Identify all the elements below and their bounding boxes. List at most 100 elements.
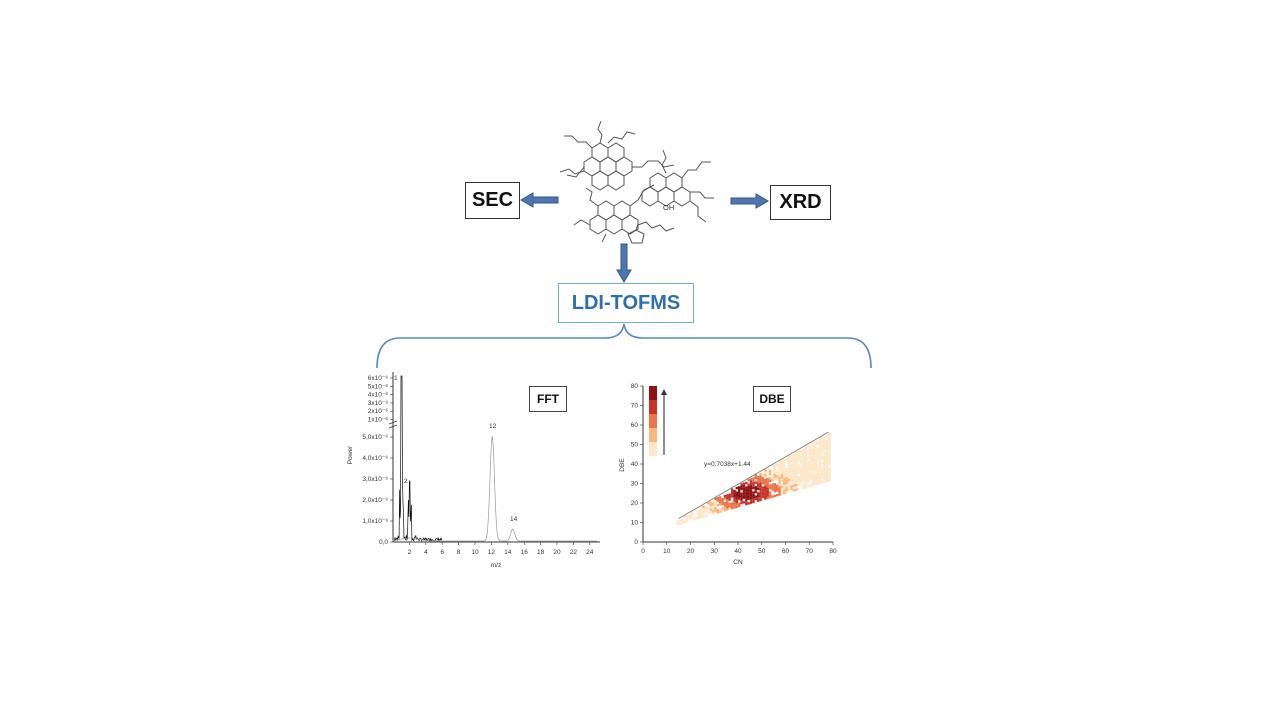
dbe-cell: [806, 480, 810, 483]
dbe-cell: [757, 485, 760, 488]
dbe-cell: [702, 510, 705, 513]
dbe-cell: [797, 457, 800, 460]
dbe-cell: [818, 458, 822, 461]
dbe-cell: [818, 465, 822, 468]
dbe-cell: [766, 482, 769, 486]
dbe-cell: [757, 492, 760, 495]
dbe-cell: [799, 466, 803, 469]
fft-xtick: 8: [457, 549, 461, 556]
dbe-cell: [714, 507, 717, 510]
dbe-cell: [823, 442, 826, 446]
dbe-cell: [714, 509, 717, 512]
dbe-cell: [804, 462, 807, 465]
dbe-cell: [785, 481, 788, 485]
dbe-cell: [825, 456, 829, 459]
fft-ytick-upper: 1x10⁻⁶: [368, 417, 389, 424]
dbe-cell: [799, 461, 803, 464]
dbe-cell: [806, 473, 810, 476]
dbe-cell: [814, 462, 817, 465]
dbe-cell: [778, 488, 781, 491]
dbe-ytick: 20: [631, 500, 639, 507]
dbe-cell: [825, 477, 829, 480]
dbe-cell: [823, 447, 826, 450]
dbe-chart: 0 10 20 30 40 50 60 70 80 0 10 20 30 40 50 60 70 80 y=0.…: [619, 383, 837, 566]
dbe-cell: [825, 463, 829, 466]
dbe-cell: [742, 482, 746, 485]
fft-xtick: 14: [504, 549, 512, 556]
dbe-cell: [697, 509, 700, 512]
dbe-cell: [787, 460, 791, 463]
dbe-cell: [795, 476, 798, 480]
dbe-cell: [730, 488, 734, 491]
dbe-cell: [695, 510, 698, 513]
dbe-cell: [821, 448, 824, 451]
dbe-cell: [828, 462, 831, 465]
dbe-cell: [771, 469, 774, 472]
fft-xtick: 18: [537, 549, 545, 556]
dbe-cell: [821, 462, 824, 465]
dbe-cell: [828, 450, 831, 454]
dbe-cell: [702, 505, 705, 509]
dbe-xtick: 40: [734, 548, 742, 555]
dbe-cell: [759, 498, 762, 502]
dbe-cell: [816, 456, 819, 459]
dbe-cell: [738, 502, 741, 505]
dbe-cell: [828, 476, 831, 479]
dbe-ytick: 50: [631, 442, 639, 449]
dbe-cell: [719, 498, 722, 502]
dbe-cell: [787, 462, 791, 465]
dbe-cell: [697, 514, 700, 517]
dbe-cell: [676, 520, 679, 523]
dbe-cell: [806, 475, 810, 479]
dbe-cell: [792, 468, 795, 471]
dbe-cell: [818, 479, 822, 482]
dbe-cell: [776, 463, 779, 466]
dbe-cell: [823, 461, 826, 464]
dbe-cell: [828, 469, 831, 472]
dbe-cell: [721, 507, 724, 510]
dbe-cell: [823, 459, 826, 462]
dbe-cell: [702, 515, 705, 518]
dbe-cell: [747, 488, 750, 491]
dbe-cell: [714, 511, 717, 515]
dbe-ytick: 10: [631, 520, 639, 527]
dbe-cell: [809, 449, 812, 452]
dbe-cell: [768, 486, 772, 490]
dbe-cell: [802, 472, 805, 475]
dbe-cell: [771, 495, 774, 498]
fft-ytick-upper: 4x10⁻⁶: [368, 392, 389, 399]
dbe-cell: [783, 470, 786, 474]
dbe-cell: [816, 477, 819, 481]
dbe-cell: [700, 506, 703, 509]
dbe-cell: [797, 452, 800, 456]
dbe-cell: [785, 479, 788, 482]
dbe-cell: [809, 454, 812, 457]
dbe-cell: [740, 487, 743, 491]
dbe-fit-line: [678, 431, 829, 520]
dbe-cell: [795, 488, 798, 491]
dbe-cell: [759, 491, 762, 495]
dbe-cell: [735, 491, 738, 494]
dbe-cell: [778, 472, 781, 475]
dbe-cell: [816, 463, 819, 467]
dbe-cell: [778, 462, 781, 466]
dbe-cell: [785, 458, 788, 461]
dbe-cell: [778, 460, 781, 463]
dbe-cell: [809, 456, 812, 459]
dbe-cell: [790, 475, 793, 479]
dbe-cell: [806, 445, 810, 448]
dbe-cell: [818, 456, 822, 459]
dbe-cell: [825, 449, 829, 452]
dbe-cell: [728, 498, 731, 501]
dbe-cell: [790, 478, 793, 481]
dbe-cell: [754, 497, 757, 501]
dbe-cell: [700, 508, 703, 512]
dbe-cell: [792, 484, 795, 487]
dbe-cell: [809, 470, 812, 473]
dbe-cell: [797, 487, 800, 491]
dbe-cell: [778, 476, 781, 480]
dbe-cell: [766, 489, 769, 493]
dbe-cell: [792, 456, 795, 459]
dbe-cell: [806, 485, 810, 488]
dbe-cell: [802, 470, 805, 473]
